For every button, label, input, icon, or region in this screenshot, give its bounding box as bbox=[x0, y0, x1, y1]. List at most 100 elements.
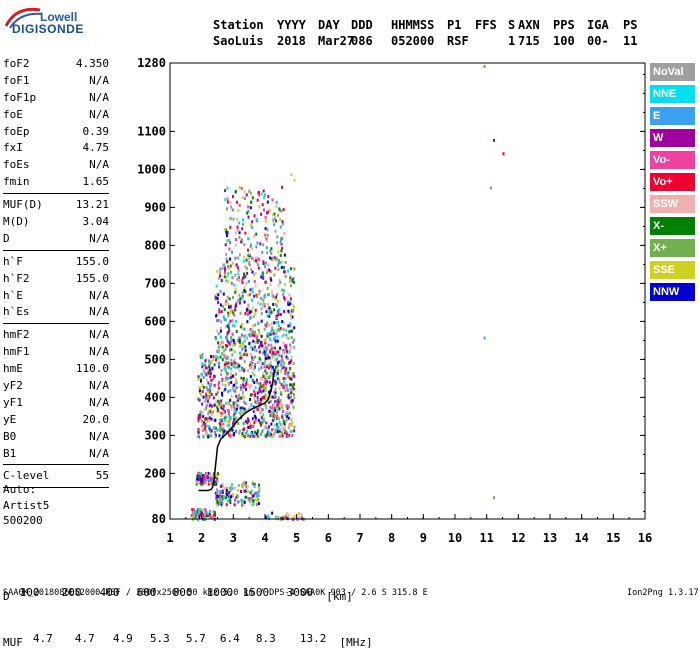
echo-point bbox=[223, 496, 226, 500]
echo-point bbox=[293, 429, 296, 433]
echo-point bbox=[227, 271, 230, 275]
echo-point bbox=[252, 494, 254, 498]
echo-point bbox=[258, 502, 260, 506]
param-value: 55 bbox=[95, 469, 109, 483]
echo-point bbox=[204, 426, 206, 430]
echo-point bbox=[205, 420, 208, 424]
echo-point bbox=[265, 421, 268, 425]
echo-point bbox=[227, 265, 229, 269]
echo-point bbox=[292, 309, 295, 312]
echo-point bbox=[261, 399, 264, 403]
param-name: yE bbox=[3, 412, 17, 426]
echo-point bbox=[240, 409, 242, 412]
param-value: N/A bbox=[89, 395, 109, 409]
echo-point bbox=[224, 324, 227, 328]
echo-point bbox=[259, 421, 262, 425]
param-name: hmF2 bbox=[3, 328, 30, 342]
echo-point bbox=[289, 400, 292, 404]
param-value: 20.0 bbox=[82, 412, 110, 426]
echo-point bbox=[218, 361, 221, 365]
echo-point bbox=[202, 369, 205, 373]
echo-point bbox=[231, 208, 234, 212]
echo-point bbox=[204, 472, 207, 475]
echo-point bbox=[240, 413, 242, 417]
echo-point bbox=[280, 431, 283, 435]
echo-point bbox=[219, 289, 222, 293]
legend-item-x-: X+ bbox=[650, 239, 695, 257]
echo-point bbox=[290, 316, 293, 320]
echo-point bbox=[235, 263, 238, 267]
echo-point bbox=[267, 343, 270, 347]
echo-point bbox=[269, 405, 272, 409]
echo-point bbox=[245, 193, 248, 197]
echo-point bbox=[268, 336, 271, 340]
echo-point bbox=[216, 479, 219, 483]
echo-point bbox=[241, 196, 244, 200]
echo-point bbox=[256, 263, 259, 267]
echo-point bbox=[249, 341, 252, 344]
echo-point bbox=[241, 296, 244, 300]
echo-point bbox=[249, 352, 252, 356]
echo-point bbox=[265, 376, 268, 380]
echo-point bbox=[243, 369, 246, 373]
echo-point bbox=[230, 367, 233, 371]
echo-point bbox=[265, 372, 268, 376]
echo-point bbox=[254, 482, 256, 486]
echo-point bbox=[273, 223, 276, 227]
echo-point bbox=[238, 351, 241, 355]
echo-point bbox=[232, 388, 235, 392]
param-row: hmF2 N/A bbox=[3, 327, 109, 344]
echo-point bbox=[236, 404, 239, 408]
param-separator bbox=[3, 193, 109, 195]
echo-point bbox=[229, 488, 232, 492]
echo-point bbox=[248, 252, 251, 256]
echo-point bbox=[247, 490, 250, 494]
legend-item-e: E bbox=[650, 107, 695, 125]
echo-point bbox=[281, 220, 284, 224]
echo-point bbox=[257, 266, 260, 270]
echo-point bbox=[270, 432, 273, 436]
echo-point bbox=[251, 481, 254, 485]
echo-point bbox=[252, 259, 255, 263]
echo-point bbox=[198, 427, 201, 431]
echo-point bbox=[278, 308, 281, 312]
echo-point bbox=[229, 343, 232, 347]
echo-point bbox=[210, 392, 213, 396]
echo-point bbox=[237, 256, 240, 260]
muf-value: 4.7 bbox=[74, 632, 95, 645]
x-tick-label: 15 bbox=[606, 531, 620, 545]
echo-point bbox=[278, 259, 281, 262]
echo-point bbox=[254, 312, 257, 316]
echo-point bbox=[227, 382, 230, 386]
echo-point bbox=[237, 209, 240, 213]
param-row: B1 N/A bbox=[3, 446, 109, 463]
echo-point bbox=[248, 363, 251, 367]
echo-point bbox=[239, 311, 242, 315]
echo-point bbox=[252, 410, 255, 414]
echo-point bbox=[222, 407, 225, 411]
echo-point bbox=[226, 333, 229, 337]
echo-point bbox=[214, 418, 217, 422]
echo-point bbox=[291, 434, 294, 437]
echo-point bbox=[216, 355, 219, 359]
echo-point bbox=[291, 340, 294, 344]
echo-point bbox=[280, 391, 283, 395]
echo-point bbox=[205, 417, 208, 421]
echo-point bbox=[284, 369, 287, 373]
echo-point bbox=[200, 472, 203, 475]
echo-point bbox=[274, 339, 277, 343]
echo-point bbox=[228, 414, 231, 418]
echo-point bbox=[210, 404, 213, 408]
echo-point bbox=[287, 513, 290, 517]
echo-point bbox=[208, 428, 211, 432]
digisonde-logo-swoosh bbox=[4, 7, 43, 29]
echo-point bbox=[243, 400, 246, 404]
echo-point bbox=[277, 320, 280, 324]
echo-point bbox=[245, 481, 247, 485]
echo-point bbox=[209, 515, 212, 519]
echo-point bbox=[217, 350, 220, 354]
echo-point bbox=[278, 279, 281, 282]
echo-point bbox=[266, 321, 268, 325]
echo-point bbox=[265, 406, 268, 410]
echo-point bbox=[248, 189, 251, 193]
